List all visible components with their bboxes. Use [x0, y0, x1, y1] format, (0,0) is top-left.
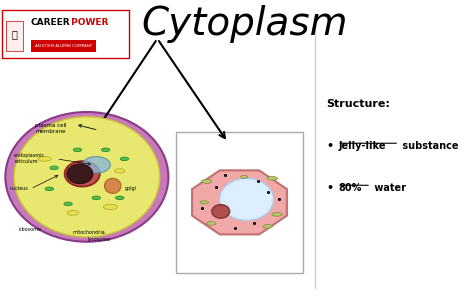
Text: 80%: 80%	[338, 183, 362, 193]
Text: plasma cell
membrane: plasma cell membrane	[35, 123, 67, 134]
Ellipse shape	[67, 164, 93, 184]
Text: AN IIT/IIM ALUMNI COMPANY: AN IIT/IIM ALUMNI COMPANY	[35, 44, 92, 48]
Ellipse shape	[82, 157, 110, 173]
Ellipse shape	[263, 225, 273, 228]
Ellipse shape	[50, 166, 58, 170]
Text: Jelly-like: Jelly-like	[338, 141, 386, 151]
Text: water: water	[371, 183, 406, 193]
Ellipse shape	[103, 204, 118, 210]
Ellipse shape	[207, 221, 216, 225]
FancyBboxPatch shape	[2, 10, 129, 58]
Ellipse shape	[104, 178, 121, 193]
Text: substance: substance	[399, 141, 459, 151]
Text: endoplasmic
reticulum: endoplasmic reticulum	[14, 153, 45, 164]
Ellipse shape	[120, 157, 128, 161]
Ellipse shape	[200, 201, 209, 204]
Polygon shape	[192, 170, 287, 235]
Ellipse shape	[115, 169, 125, 173]
Text: POWER: POWER	[68, 18, 109, 27]
Text: •: •	[327, 141, 334, 151]
Ellipse shape	[219, 178, 273, 220]
Text: mitochondria: mitochondria	[73, 230, 106, 235]
Ellipse shape	[67, 211, 79, 215]
Text: lysosome: lysosome	[87, 238, 110, 242]
Ellipse shape	[272, 213, 282, 216]
FancyBboxPatch shape	[176, 132, 303, 273]
Ellipse shape	[5, 112, 168, 242]
Ellipse shape	[92, 196, 100, 200]
Text: 🏃: 🏃	[12, 29, 18, 39]
FancyBboxPatch shape	[6, 21, 24, 51]
Ellipse shape	[212, 205, 229, 218]
Ellipse shape	[38, 156, 51, 161]
Ellipse shape	[267, 177, 278, 180]
Ellipse shape	[201, 179, 212, 183]
Text: ribosome: ribosome	[19, 227, 42, 232]
Ellipse shape	[73, 148, 82, 152]
Ellipse shape	[101, 148, 110, 152]
Ellipse shape	[64, 161, 100, 187]
Text: golgi: golgi	[125, 186, 137, 191]
Text: nucleus: nucleus	[9, 186, 28, 191]
Ellipse shape	[14, 117, 160, 237]
Ellipse shape	[64, 202, 73, 206]
Text: •: •	[327, 183, 334, 193]
Ellipse shape	[116, 196, 124, 200]
Text: Cytoplasm: Cytoplasm	[141, 5, 347, 43]
Text: CAREER: CAREER	[30, 18, 70, 27]
Ellipse shape	[45, 187, 54, 191]
Text: Structure:: Structure:	[327, 99, 390, 109]
Ellipse shape	[241, 175, 248, 178]
